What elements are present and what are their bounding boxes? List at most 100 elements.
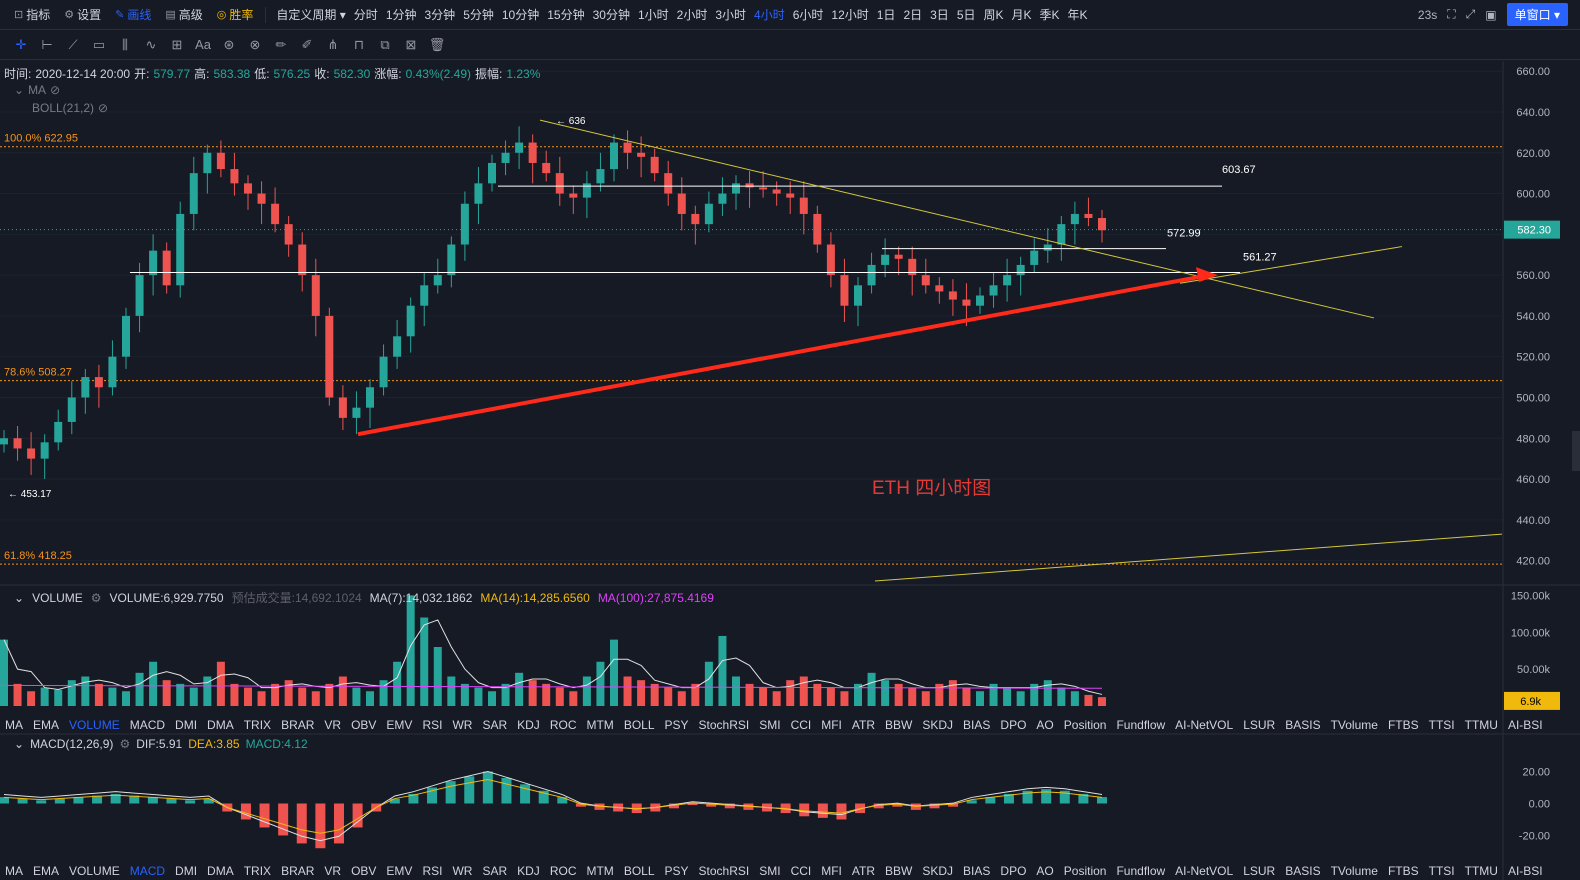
indicator-tab-secondary-roc[interactable]: ROC bbox=[549, 864, 577, 878]
indicator-tab-secondary-obv[interactable]: OBV bbox=[351, 864, 377, 878]
indicator-tab-secondary-brar[interactable]: BRAR bbox=[281, 864, 315, 878]
indicator-tab-secondary-smi[interactable]: SMI bbox=[759, 864, 781, 878]
indicator-tab-ema[interactable]: EMA bbox=[33, 718, 60, 732]
period-19[interactable]: 季K bbox=[1039, 8, 1060, 22]
indicator-tab-secondary-ttmu[interactable]: TTMU bbox=[1464, 864, 1498, 878]
indicator-tab-secondary-emv[interactable]: EMV bbox=[386, 864, 413, 878]
indicator-tab-secondary-ma[interactable]: MA bbox=[5, 864, 23, 878]
fullscreen-icon[interactable]: ⛶ bbox=[1447, 7, 1456, 21]
custom-period-dropdown[interactable]: 自定义周期 ▾ bbox=[272, 6, 349, 23]
indicator-tab-secondary-lsur[interactable]: LSUR bbox=[1243, 864, 1276, 878]
chart-canvas[interactable]: 660.00640.00620.00600.00580.00560.00540.… bbox=[0, 61, 1580, 880]
period-17[interactable]: 周K bbox=[983, 8, 1004, 22]
indicator-tab-secondary-vr[interactable]: VR bbox=[324, 864, 342, 878]
indicator-tab-vr[interactable]: VR bbox=[324, 718, 342, 732]
settings-icon[interactable]: ⚙ bbox=[119, 737, 131, 751]
magnet-icon[interactable]: ⊗ bbox=[249, 36, 261, 52]
indicator-tab-ai-netvol[interactable]: AI-NetVOL bbox=[1175, 718, 1234, 732]
indicator-tab-secondary-kdj[interactable]: KDJ bbox=[517, 864, 540, 878]
indicator-tab-position[interactable]: Position bbox=[1063, 718, 1107, 732]
indicator-tab-sar[interactable]: SAR bbox=[482, 718, 508, 732]
lock-icon[interactable]: ⊓ bbox=[353, 36, 365, 52]
indicator-tab-secondary-tvolume[interactable]: TVolume bbox=[1330, 864, 1378, 878]
indicator-tab-bbw[interactable]: BBW bbox=[885, 718, 913, 732]
parallel-icon[interactable]: ⫼ bbox=[122, 36, 128, 52]
eye-hidden-icon[interactable]: ⊘ bbox=[98, 101, 109, 115]
indicator-tab-volume[interactable]: VOLUME bbox=[69, 718, 120, 732]
screenshot-icon[interactable]: ▣ bbox=[1485, 7, 1497, 22]
indicator-tab-obv[interactable]: OBV bbox=[351, 718, 377, 732]
indicator-tab-dmi[interactable]: DMI bbox=[175, 718, 198, 732]
crosshair-icon[interactable]: ✛ bbox=[15, 36, 27, 52]
indicator-tab-secondary-mtm[interactable]: MTM bbox=[586, 864, 614, 878]
indicator-tab-secondary-psy[interactable]: PSY bbox=[664, 864, 689, 878]
indicator-tab-secondary-wr[interactable]: WR bbox=[452, 864, 473, 878]
indicator-tab-ttmu[interactable]: TTMU bbox=[1464, 718, 1498, 732]
trend-line-icon[interactable]: ⟋ bbox=[68, 36, 78, 52]
indicator-tab-secondary-ai-netvol[interactable]: AI-NetVOL bbox=[1175, 864, 1234, 878]
indicator-tab-ftbs[interactable]: FTBS bbox=[1387, 718, 1419, 732]
period-5[interactable]: 15分钟 bbox=[547, 8, 585, 22]
indicator-tab-kdj[interactable]: KDJ bbox=[517, 718, 540, 732]
eye-hidden-icon[interactable]: ⊘ bbox=[50, 83, 61, 97]
topbar-button-0[interactable]: ⊡ 指标 bbox=[8, 4, 56, 26]
indicator-tab-secondary-bias[interactable]: BIAS bbox=[963, 864, 991, 878]
indicator-tab-lsur[interactable]: LSUR bbox=[1243, 718, 1276, 732]
indicator-tab-ttsi[interactable]: TTSI bbox=[1428, 718, 1455, 732]
indicator-tab-secondary-trix[interactable]: TRIX bbox=[243, 864, 272, 878]
indicator-tab-ma[interactable]: MA bbox=[5, 718, 23, 732]
period-12[interactable]: 12小时 bbox=[831, 8, 869, 22]
period-10[interactable]: 4小时 bbox=[754, 8, 785, 22]
indicator-tab-secondary-stochrsi[interactable]: StochRSI bbox=[698, 864, 750, 878]
copy-icon[interactable]: ⧉ bbox=[380, 36, 390, 52]
brush-icon[interactable]: ✐ bbox=[301, 36, 313, 52]
chevron-down-icon[interactable]: ⌄ bbox=[14, 590, 25, 605]
expand-icon[interactable]: ⤢ bbox=[1465, 7, 1476, 21]
fib-icon[interactable]: ⋔ bbox=[327, 36, 339, 52]
pattern-icon[interactable]: ⊛ bbox=[223, 36, 235, 52]
topbar-button-1[interactable]: ⚙ 设置 bbox=[58, 4, 107, 26]
period-20[interactable]: 年K bbox=[1067, 8, 1088, 22]
indicator-tab-rsi[interactable]: RSI bbox=[422, 718, 443, 732]
indicator-tab-macd[interactable]: MACD bbox=[129, 718, 166, 732]
collapse-panel-handle[interactable] bbox=[1572, 431, 1580, 471]
indicator-tab-secondary-ttsi[interactable]: TTSI bbox=[1428, 864, 1455, 878]
indicator-tab-secondary-dmi[interactable]: DMI bbox=[175, 864, 198, 878]
period-4[interactable]: 10分钟 bbox=[501, 8, 540, 22]
indicator-tab-secondary-skdj[interactable]: SKDJ bbox=[922, 864, 954, 878]
indicator-tab-secondary-dma[interactable]: DMA bbox=[207, 864, 234, 878]
indicator-tab-roc[interactable]: ROC bbox=[549, 718, 577, 732]
indicator-tab-ao[interactable]: AO bbox=[1036, 718, 1054, 732]
chevron-down-icon[interactable]: ⌄ bbox=[14, 737, 25, 751]
overlay-ma-row[interactable]: ⌄ MA ⊘ bbox=[14, 83, 60, 97]
indicator-tab-ai-bsi[interactable]: AI-BSI bbox=[1507, 718, 1543, 732]
indicator-tab-secondary-atr[interactable]: ATR bbox=[851, 864, 876, 878]
overlay-boll-row[interactable]: BOLL(21,2) ⊘ bbox=[32, 101, 108, 115]
indicator-tab-trix[interactable]: TRIX bbox=[243, 718, 272, 732]
indicator-tab-skdj[interactable]: SKDJ bbox=[922, 718, 954, 732]
indicator-tab-dpo[interactable]: DPO bbox=[1000, 718, 1027, 732]
indicator-tab-secondary-boll[interactable]: BOLL bbox=[623, 864, 655, 878]
indicator-tab-secondary-macd[interactable]: MACD bbox=[129, 864, 166, 878]
indicator-tab-fundflow[interactable]: Fundflow bbox=[1116, 718, 1166, 732]
measure-icon[interactable]: ⊞ bbox=[171, 36, 183, 52]
period-1[interactable]: 1分钟 bbox=[385, 8, 417, 22]
indicator-tab-stochrsi[interactable]: StochRSI bbox=[698, 718, 750, 732]
rectangle-icon[interactable]: ▭ bbox=[92, 36, 106, 52]
indicator-tab-secondary-ftbs[interactable]: FTBS bbox=[1387, 864, 1419, 878]
indicator-tab-secondary-basis[interactable]: BASIS bbox=[1285, 864, 1321, 878]
period-18[interactable]: 月K bbox=[1011, 8, 1032, 22]
trash-icon[interactable]: 🗑 bbox=[428, 36, 446, 52]
period-2[interactable]: 3分钟 bbox=[424, 8, 456, 22]
indicator-tab-boll[interactable]: BOLL bbox=[623, 718, 655, 732]
period-3[interactable]: 5分钟 bbox=[463, 8, 494, 22]
window-mode-button[interactable]: 单窗口 ▾ bbox=[1506, 3, 1568, 26]
indicator-tab-atr[interactable]: ATR bbox=[851, 718, 876, 732]
indicator-tab-bias[interactable]: BIAS bbox=[963, 718, 991, 732]
topbar-button-4[interactable]: ◎ 胜率 bbox=[211, 4, 260, 26]
indicator-tab-dma[interactable]: DMA bbox=[207, 718, 234, 732]
indicator-tab-secondary-fundflow[interactable]: Fundflow bbox=[1116, 864, 1166, 878]
indicator-tab-smi[interactable]: SMI bbox=[759, 718, 781, 732]
text-icon[interactable]: Aa bbox=[195, 37, 211, 52]
indicator-tab-secondary-ao[interactable]: AO bbox=[1036, 864, 1054, 878]
